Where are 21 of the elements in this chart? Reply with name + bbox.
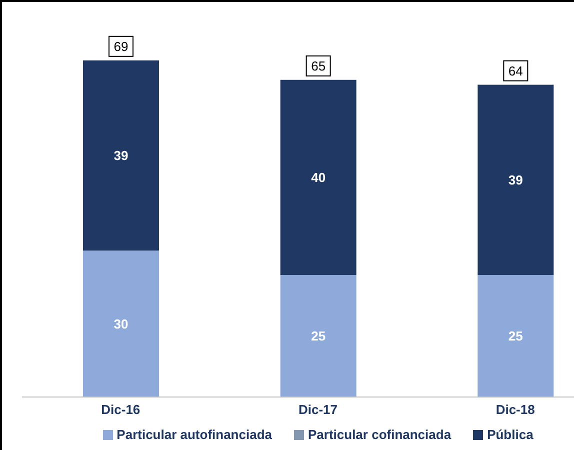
total-label: 69 — [114, 38, 128, 54]
bar — [83, 60, 159, 251]
legend-label: Particular autofinanciada — [116, 427, 272, 442]
x-tick-label: Dic-18 — [496, 402, 535, 418]
bar — [478, 275, 554, 397]
bar — [478, 84, 554, 276]
bar — [83, 250, 159, 397]
total-label: 64 — [508, 63, 523, 78]
total-label: 65 — [311, 58, 326, 74]
x-tick-label: Dic-17 — [298, 402, 338, 418]
data-label: 39 — [114, 148, 128, 164]
x-tick-label: Dic-16 — [101, 402, 140, 418]
data-label: 25 — [508, 328, 523, 344]
data-label: 40 — [311, 170, 326, 185]
data-label: 39 — [508, 172, 523, 188]
bar — [280, 275, 356, 397]
data-label: 30 — [114, 316, 128, 332]
legend-label: Pública — [486, 427, 534, 442]
legend-label: Particular cofinanciada — [307, 427, 452, 442]
data-label: 25 — [311, 328, 326, 344]
bar — [280, 80, 356, 276]
